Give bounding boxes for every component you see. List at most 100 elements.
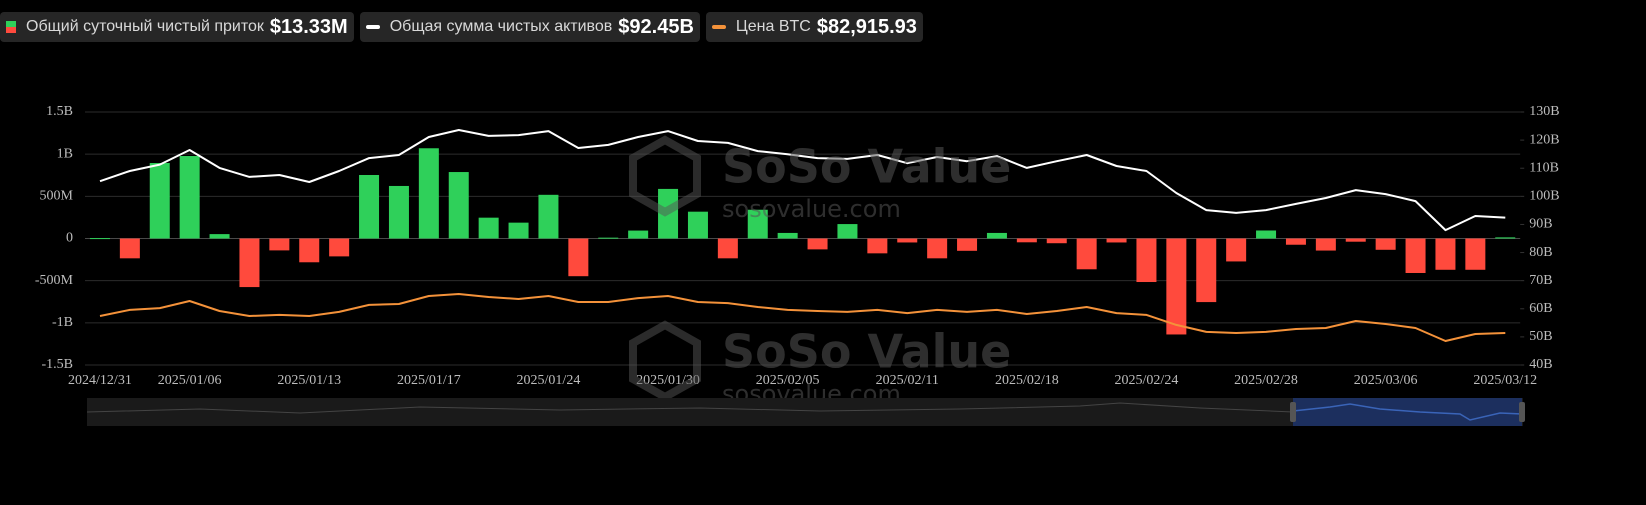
bar bbox=[269, 238, 290, 251]
legend-item[interactable]: Общая сумма чистых активов $92.45B bbox=[359, 12, 700, 42]
bar bbox=[329, 238, 350, 257]
bar bbox=[957, 238, 978, 251]
bar bbox=[209, 234, 230, 239]
y-tick-label: -500M bbox=[35, 273, 74, 288]
bar bbox=[179, 156, 200, 239]
y2-tick-label: 50B bbox=[1529, 329, 1552, 344]
x-tick-label: 2025/01/06 bbox=[158, 373, 222, 388]
y-tick-label: 500M bbox=[40, 189, 74, 204]
x-tick-label: 2024/12/31 bbox=[68, 373, 132, 388]
watermark-brand: SoSo Value bbox=[722, 140, 1011, 194]
x-tick-label: 2025/02/24 bbox=[1115, 373, 1179, 388]
bar bbox=[1106, 238, 1127, 243]
bar bbox=[1285, 238, 1306, 245]
bar bbox=[1256, 230, 1277, 239]
navigator-preview bbox=[86, 402, 1294, 414]
bar bbox=[628, 230, 649, 239]
y2-tick-label: 70B bbox=[1529, 273, 1552, 288]
bar bbox=[777, 232, 798, 239]
bar bbox=[1435, 238, 1456, 270]
legend-value: $13.33M bbox=[269, 15, 348, 38]
legend-value: $82,915.93 bbox=[816, 15, 917, 38]
x-tick-label: 2025/02/18 bbox=[995, 373, 1059, 388]
x-tick-label: 2025/03/06 bbox=[1354, 373, 1418, 388]
y2-tick-label: 120B bbox=[1529, 132, 1559, 147]
legend-value: $92.45B bbox=[618, 15, 694, 38]
legend: Общий суточный чистый приток $13.33M Общ… bbox=[0, 12, 923, 42]
bar bbox=[1136, 238, 1157, 283]
bar bbox=[119, 238, 140, 259]
watermark-brand: SoSo Value bbox=[722, 325, 1011, 379]
y-tick-label: 0 bbox=[66, 231, 73, 246]
x-tick-label: 2025/02/28 bbox=[1234, 373, 1298, 388]
bar bbox=[1046, 238, 1067, 244]
bar bbox=[299, 238, 320, 263]
y2-tick-label: 130B bbox=[1529, 104, 1559, 119]
bar bbox=[837, 224, 858, 239]
navigator-window[interactable] bbox=[1293, 398, 1522, 426]
bar bbox=[1375, 238, 1396, 250]
bar bbox=[149, 163, 170, 239]
y2-tick-label: 80B bbox=[1529, 245, 1552, 260]
navigator-handle[interactable] bbox=[1290, 402, 1296, 422]
bar bbox=[598, 237, 619, 239]
bar bbox=[1016, 238, 1037, 243]
bar bbox=[807, 238, 828, 250]
bar bbox=[897, 238, 918, 243]
legend-item[interactable]: Общий суточный чистый приток $13.33M bbox=[0, 12, 354, 42]
bar bbox=[687, 211, 708, 239]
bar bbox=[1495, 237, 1516, 239]
legend-label: Цена BTC bbox=[735, 18, 811, 35]
y2-tick-label: 40B bbox=[1529, 357, 1552, 372]
y2-tick-label: 110B bbox=[1529, 160, 1559, 175]
bar bbox=[867, 238, 888, 254]
bar bbox=[1345, 238, 1366, 242]
bar bbox=[508, 222, 529, 239]
x-tick-label: 2025/01/17 bbox=[397, 373, 461, 388]
x-tick-label: 2025/01/13 bbox=[277, 373, 341, 388]
y-tick-label: 1.5B bbox=[46, 104, 73, 119]
legend-label: Общий суточный чистый приток bbox=[26, 18, 264, 35]
bar bbox=[986, 232, 1007, 239]
bar bbox=[717, 238, 738, 259]
x-tick-label: 2025/01/24 bbox=[517, 373, 581, 388]
y-tick-label: -1B bbox=[52, 315, 73, 330]
navigator[interactable] bbox=[86, 398, 1525, 426]
x-tick-label: 2025/02/05 bbox=[756, 373, 820, 388]
y-tick-label: 1B bbox=[57, 146, 73, 161]
line bbox=[99, 129, 1506, 232]
y2-tick-label: 100B bbox=[1529, 189, 1559, 204]
legend-item[interactable]: Цена BTC $82,915.93 bbox=[705, 12, 923, 42]
bar bbox=[1315, 238, 1336, 251]
bar bbox=[478, 217, 499, 239]
bar bbox=[568, 238, 589, 277]
legend-icon bbox=[365, 25, 380, 29]
bar bbox=[747, 209, 768, 239]
x-tick-label: 2025/02/11 bbox=[876, 373, 939, 388]
bar bbox=[1465, 238, 1486, 270]
bar bbox=[388, 185, 409, 239]
plot-area: -1.5B -1B -500M 0 500M 1B 1.5B 40B 50B 60B 70B 80B 9… bbox=[35, 104, 1560, 388]
line bbox=[99, 293, 1506, 342]
bar bbox=[538, 194, 559, 239]
bar bbox=[1166, 238, 1187, 335]
legend-icon bbox=[711, 25, 726, 29]
watermark-logo bbox=[629, 320, 701, 402]
bar bbox=[1405, 238, 1426, 273]
bar bbox=[1076, 238, 1097, 270]
watermark-url: sosovalue.com bbox=[722, 195, 901, 223]
bar bbox=[418, 148, 439, 239]
navigator-preview bbox=[1292, 403, 1523, 421]
bar bbox=[448, 172, 469, 239]
y2-tick-label: 60B bbox=[1529, 301, 1552, 316]
y-tick-label: -1.5B bbox=[42, 357, 74, 372]
x-tick-label: 2025/03/12 bbox=[1473, 373, 1537, 388]
legend-icon bbox=[6, 21, 16, 33]
watermark: SoSo Value sosovalue.com SoSo Value soso… bbox=[629, 135, 1011, 408]
navigator-handle[interactable] bbox=[1519, 402, 1525, 422]
bar bbox=[1226, 238, 1247, 262]
bar bbox=[1196, 238, 1217, 303]
bar bbox=[89, 238, 110, 240]
